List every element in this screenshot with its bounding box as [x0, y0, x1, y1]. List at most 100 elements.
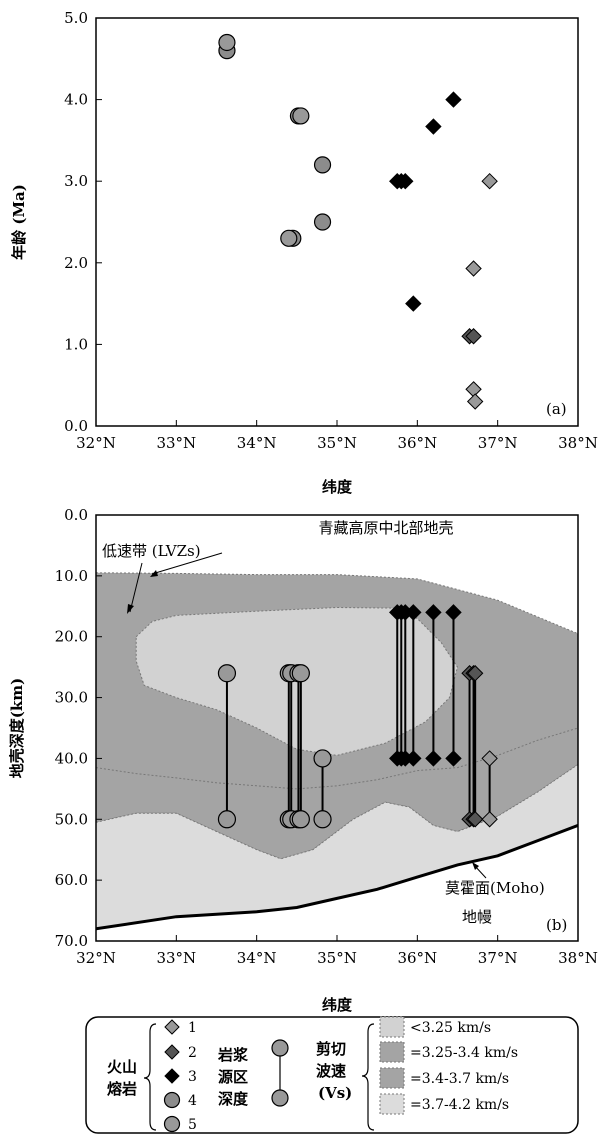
panel-a-ylabel: 年龄 (Ma): [10, 184, 28, 260]
legend-vs-label: =3.25-3.4 km/s: [410, 1045, 518, 1061]
legend-vs-line2: 波速: [316, 1062, 346, 1080]
legend-label-1: 1: [188, 1020, 197, 1036]
x-tick-label: 38°N: [558, 949, 598, 967]
depth-range-top-circle: [313, 749, 332, 768]
legend-vs-label: <3.25 km/s: [410, 1020, 491, 1036]
point-type-1: [481, 172, 498, 190]
legend-vs-swatch: [379, 1067, 405, 1089]
legend-marker-5: [163, 1115, 181, 1133]
y-tick-label: 60.0: [55, 871, 88, 889]
vs-boundary-dashed: [96, 727, 578, 790]
depth-range-top-diamond: [445, 604, 462, 621]
depth-range-bottom-circle: [291, 810, 310, 829]
panel-b-label: (b): [546, 916, 567, 934]
panel-a-xlabel: 纬度: [322, 478, 353, 496]
legend-volcanic-items: 1 2 3 4 5: [163, 1019, 197, 1133]
panel-b-source-depth-ranges: [217, 604, 498, 829]
point-type-3: [425, 118, 442, 135]
legend-vs-swatch: [379, 1093, 405, 1115]
y-tick-label: 40.0: [55, 749, 88, 767]
x-tick-label: 32°N: [76, 949, 116, 967]
legend-brace-volcanic: [143, 1023, 157, 1131]
depth-range-bottom-diamond: [405, 750, 422, 767]
depth-range-bottom-diamond: [466, 811, 484, 828]
point-type-3: [405, 295, 422, 312]
legend-source-bottom-circle: [271, 1089, 289, 1107]
x-tick-label: 36°N: [397, 949, 437, 967]
y-tick-label: 10.0: [55, 567, 88, 585]
depth-range-top-circle: [291, 664, 310, 683]
legend-label-2: 2: [188, 1045, 197, 1061]
depth-range-bottom-diamond: [425, 750, 442, 767]
legend: 火山 熔岩 1 2 3 4 5 岩浆 源区 深度 剪切 波速 (Vs) <3.25 km…: [85, 1016, 579, 1134]
legend-source-line3: 深度: [218, 1090, 249, 1108]
y-tick-label: 0.0: [64, 506, 88, 524]
legend-volcanic-line2: 熔岩: [107, 1080, 137, 1098]
legend-marker-3: [164, 1068, 180, 1084]
legend-vs-line1: 剪切: [316, 1040, 346, 1058]
point-type-1: [466, 393, 484, 410]
legend-label-5: 5: [188, 1117, 197, 1133]
legend-volcanic-line1: 火山: [107, 1058, 137, 1076]
y-tick-label: 5.0: [64, 9, 88, 27]
y-tick-label: 1.0: [64, 335, 88, 353]
legend-marker-4: [163, 1091, 181, 1109]
panel-a-points: [218, 33, 498, 410]
legend-vs-swatch: [379, 1016, 405, 1038]
panel-b-ticks: 32°N 33°N 34°N 35°N 36°N 37°N 38°N 0.0 10.0 20.0 3…: [55, 506, 598, 967]
panel-a-frame: [95, 17, 579, 427]
vs-layer-lower-crust: [96, 763, 578, 930]
panel-b-title: 青藏高原中北部地壳: [318, 519, 453, 537]
y-tick-label: 4.0: [64, 91, 88, 109]
legend-marker-1: [164, 1019, 180, 1035]
depth-range-top-circle: [217, 664, 237, 683]
x-tick-label: 33°N: [156, 949, 196, 967]
x-tick-label: 33°N: [156, 434, 196, 452]
depth-range-bottom-diamond: [481, 811, 498, 828]
depth-range-top-diamond: [425, 604, 442, 621]
point-type-3: [393, 172, 410, 190]
y-tick-label: 30.0: [55, 689, 88, 707]
legend-vs-swatch: [379, 1041, 405, 1063]
legend-frame: [85, 1016, 579, 1134]
moho-arrowhead: [472, 862, 479, 870]
point-type-5: [280, 229, 298, 247]
lvz-arrowhead-2: [150, 570, 158, 577]
panel-b-crust-section: 32°N 33°N 34°N 35°N 36°N 37°N 38°N 0.0 10.0 20.0 3…: [8, 506, 598, 1014]
panel-a-ticks: 32°N 33°N 34°N 35°N 36°N 37°N 38°N 0.0 1.0 2.0 3.0…: [64, 9, 598, 452]
lvz-arrowhead-1: [127, 604, 134, 614]
legend-source-top-circle: [271, 1039, 289, 1057]
x-tick-label: 37°N: [478, 949, 518, 967]
y-tick-label: 0.0: [64, 417, 88, 435]
legend-marker-2: [164, 1044, 180, 1060]
depth-range-bottom-circle: [217, 810, 237, 829]
legend-brace-vs: [361, 1023, 375, 1131]
legend-source-line1: 岩浆: [217, 1046, 249, 1064]
point-type-4: [313, 213, 332, 231]
panel-a-age-vs-latitude: 32°N 33°N 34°N 35°N 36°N 37°N 38°N 0.0 1.0 2.0 3.0…: [10, 9, 598, 496]
moho-annotation: 莫霍面(Moho): [445, 879, 545, 897]
y-tick-label: 50.0: [55, 810, 88, 828]
legend-vs-line3: (Vs): [318, 1084, 352, 1102]
legend-vs-items: <3.25 km/s =3.25-3.4 km/s =3.4-3.7 km/s =3.…: [379, 1016, 518, 1115]
x-tick-label: 35°N: [317, 434, 357, 452]
y-tick-label: 70.0: [55, 932, 88, 950]
mantle-region: [96, 825, 578, 941]
legend-source-line2: 源区: [218, 1068, 248, 1086]
mantle-annotation: 地幔: [462, 908, 492, 926]
point-type-5: [218, 33, 236, 52]
x-tick-label: 36°N: [397, 434, 437, 452]
depth-range-top-diamond: [481, 750, 498, 767]
point-type-4: [313, 156, 332, 174]
legend-label-4: 4: [188, 1093, 197, 1109]
moho-line: [96, 823, 578, 931]
x-tick-label: 38°N: [558, 434, 598, 452]
legend-label-3: 3: [188, 1069, 197, 1085]
point-type-5: [292, 107, 310, 125]
depth-range-top-diamond: [405, 604, 422, 621]
panel-a-label: (a): [546, 400, 567, 418]
legend-vs-label: =3.4-3.7 km/s: [410, 1071, 509, 1087]
depth-range-bottom-diamond: [445, 750, 462, 767]
y-tick-label: 2.0: [64, 254, 88, 272]
